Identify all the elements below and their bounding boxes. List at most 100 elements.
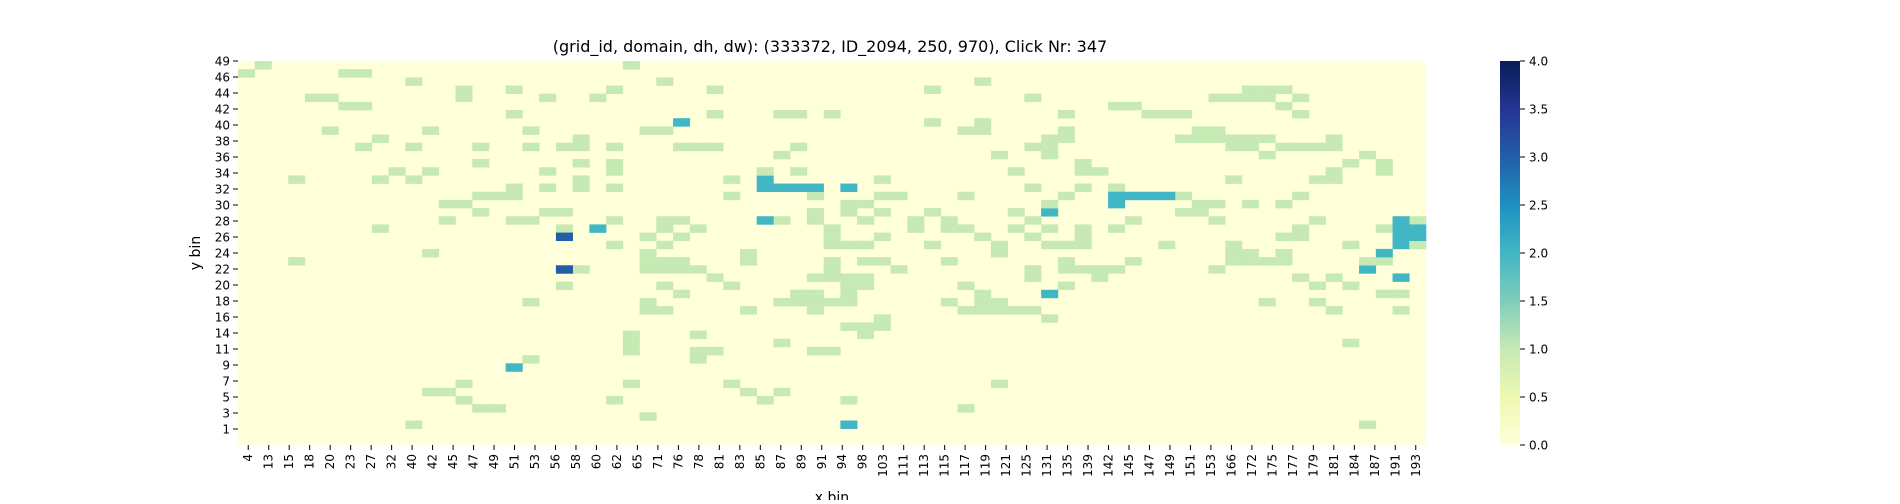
- heatmap-cell: [907, 216, 925, 225]
- heatmap-cell: [1325, 167, 1343, 176]
- heatmap-cell: [1292, 232, 1310, 242]
- heatmap-cell: [806, 216, 824, 225]
- heatmap-cell: [873, 322, 891, 331]
- heatmap-cell: [940, 224, 958, 233]
- heatmap-cell: [857, 240, 875, 250]
- heatmap-cell: [1024, 142, 1042, 152]
- heatmap-cell: [1258, 93, 1276, 103]
- heatmap-cell: [823, 346, 841, 356]
- heatmap-cell: [472, 404, 490, 413]
- heatmap-cell: [1409, 232, 1427, 242]
- heatmap-cell: [1074, 167, 1092, 176]
- heatmap-cell: [1074, 232, 1092, 242]
- heatmap-cell: [505, 216, 523, 225]
- heatmap-cell: [1024, 306, 1042, 315]
- heatmap-cell: [1308, 142, 1326, 152]
- heatmap-cell: [1191, 199, 1209, 209]
- heatmap-cell: [1342, 281, 1360, 291]
- heatmap-cell: [990, 150, 1008, 160]
- x-tick-label: 191: [1388, 454, 1402, 477]
- heatmap-cell: [673, 265, 691, 274]
- heatmap-cell: [555, 224, 573, 233]
- heatmap-cell: [756, 183, 774, 193]
- heatmap-cell: [1225, 240, 1243, 250]
- x-tick-label: 113: [917, 454, 931, 477]
- heatmap-cell: [773, 183, 791, 193]
- heatmap-cell: [1041, 289, 1059, 299]
- heatmap-cell: [438, 216, 456, 225]
- heatmap-cell: [1158, 240, 1176, 250]
- heatmap-cell: [924, 118, 942, 127]
- x-tick-label: 135: [1061, 454, 1075, 477]
- heatmap-cell: [1074, 183, 1092, 193]
- heatmap-cell: [455, 379, 473, 389]
- heatmap-cell: [1057, 110, 1075, 119]
- x-tick-label: 85: [753, 454, 767, 469]
- heatmap-cell: [823, 297, 841, 307]
- heatmap-cell: [957, 306, 975, 315]
- heatmap-cell: [656, 265, 674, 274]
- chart-title: (grid_id, domain, dh, dw): (333372, ID_2…: [553, 37, 1107, 57]
- y-tick-label: 30: [215, 199, 230, 213]
- heatmap-cell: [790, 167, 808, 176]
- heatmap-cell: [974, 118, 992, 127]
- heatmap-cell: [1375, 224, 1393, 233]
- x-tick-label: 13: [262, 454, 276, 469]
- y-tick-label: 40: [215, 119, 230, 133]
- y-tick-label: 5: [222, 391, 230, 405]
- heatmap-cell: [1057, 281, 1075, 291]
- x-tick-label: 91: [815, 454, 829, 469]
- heatmap-cell: [1057, 257, 1075, 266]
- heatmap-cell: [873, 232, 891, 242]
- x-tick-label: 20: [323, 454, 337, 469]
- heatmap-cell: [606, 395, 624, 405]
- heatmap-cell: [539, 208, 557, 217]
- heatmap-cell: [857, 273, 875, 282]
- x-axis-label: x bin: [815, 490, 849, 500]
- heatmap-cell: [606, 85, 624, 94]
- heatmap-cell: [1175, 191, 1193, 201]
- heatmap-cell: [1041, 224, 1059, 233]
- heatmap-cell: [1409, 224, 1427, 233]
- heatmap-cell: [522, 126, 540, 135]
- heatmap-cell: [706, 346, 724, 356]
- heatmap-cell: [823, 265, 841, 274]
- heatmap-cell: [622, 330, 640, 340]
- heatmap-cell: [1275, 142, 1293, 152]
- y-tick-label: 1: [222, 423, 230, 437]
- heatmap-cell: [1292, 273, 1310, 282]
- heatmap-cell: [1275, 85, 1293, 94]
- heatmap-cell: [656, 224, 674, 233]
- x-tick-label: 193: [1409, 454, 1423, 477]
- y-tick-label: 42: [215, 103, 230, 117]
- heatmap-cell: [1108, 199, 1126, 209]
- heatmap-cell: [1208, 93, 1226, 103]
- heatmap-cell: [723, 281, 741, 291]
- heatmap-cell: [1241, 93, 1259, 103]
- heatmap-cell: [238, 69, 256, 78]
- heatmap-cell: [974, 289, 992, 299]
- heatmap-cell: [990, 379, 1008, 389]
- heatmap-cell: [974, 306, 992, 315]
- x-tick-label: 147: [1142, 454, 1156, 477]
- heatmap-cell: [572, 134, 590, 143]
- heatmap-cell: [1208, 216, 1226, 225]
- heatmap-cell: [957, 281, 975, 291]
- heatmap-cell: [522, 355, 540, 364]
- heatmap-cell: [1041, 208, 1059, 217]
- x-tick-label: 42: [426, 454, 440, 469]
- heatmap-cell: [957, 224, 975, 233]
- heatmap-cell: [1108, 183, 1126, 193]
- heatmap-cell: [522, 142, 540, 152]
- heatmap-cell: [1225, 248, 1243, 258]
- heatmap-cell: [840, 199, 858, 209]
- x-tick-label: 47: [467, 454, 481, 469]
- heatmap-cell: [1308, 216, 1326, 225]
- heatmap-cell: [505, 110, 523, 119]
- heatmap-cell: [1392, 216, 1410, 225]
- colorbar-tick-label: 4.0: [1529, 55, 1548, 69]
- heatmap-cell: [355, 69, 373, 78]
- heatmap-cell: [1191, 126, 1209, 135]
- heatmap-cell: [1074, 159, 1092, 168]
- heatmap-cell: [639, 248, 657, 258]
